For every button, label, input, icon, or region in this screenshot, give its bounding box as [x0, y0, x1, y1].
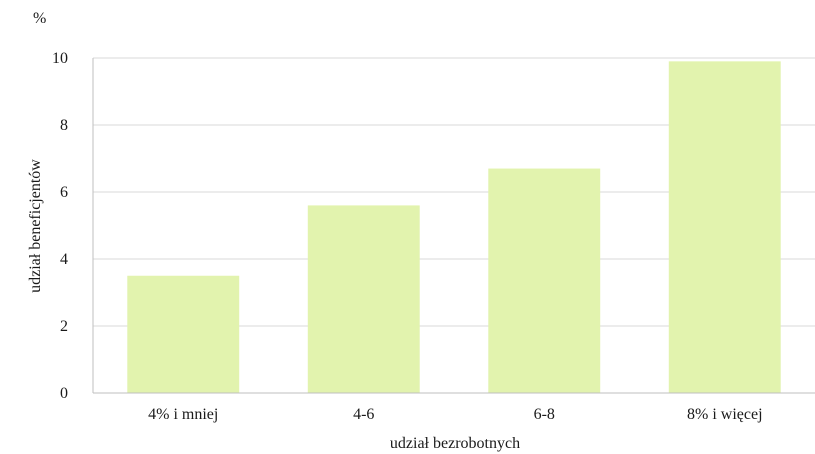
axes — [92, 58, 815, 394]
x-tick-labels: 4% i mniej 4-6 6-8 8% i więcej — [148, 406, 762, 423]
y-tick-label: 6 — [60, 184, 68, 201]
y-tick-label: 10 — [52, 50, 68, 67]
x-axis-title: udział bezrobotnych — [390, 435, 520, 452]
bar — [307, 205, 420, 393]
y-tick-label: 0 — [60, 385, 68, 402]
y-tick-label: 8 — [60, 117, 68, 134]
y-tick-label: 4 — [60, 251, 68, 268]
bar — [127, 275, 240, 393]
y-unit-label: % — [33, 10, 46, 27]
x-tick-label: 4-6 — [353, 406, 374, 423]
x-tick-label: 6-8 — [534, 406, 555, 423]
bar — [668, 61, 781, 393]
y-tick-label: 2 — [60, 318, 68, 335]
bar — [488, 168, 601, 393]
y-tick-labels: 0 2 4 6 8 10 — [52, 50, 68, 402]
bars — [127, 61, 781, 393]
y-axis-title: udział beneficjentów — [27, 159, 44, 293]
x-tick-label: 4% i mniej — [148, 406, 218, 423]
x-tick-label: 8% i więcej — [687, 406, 763, 423]
